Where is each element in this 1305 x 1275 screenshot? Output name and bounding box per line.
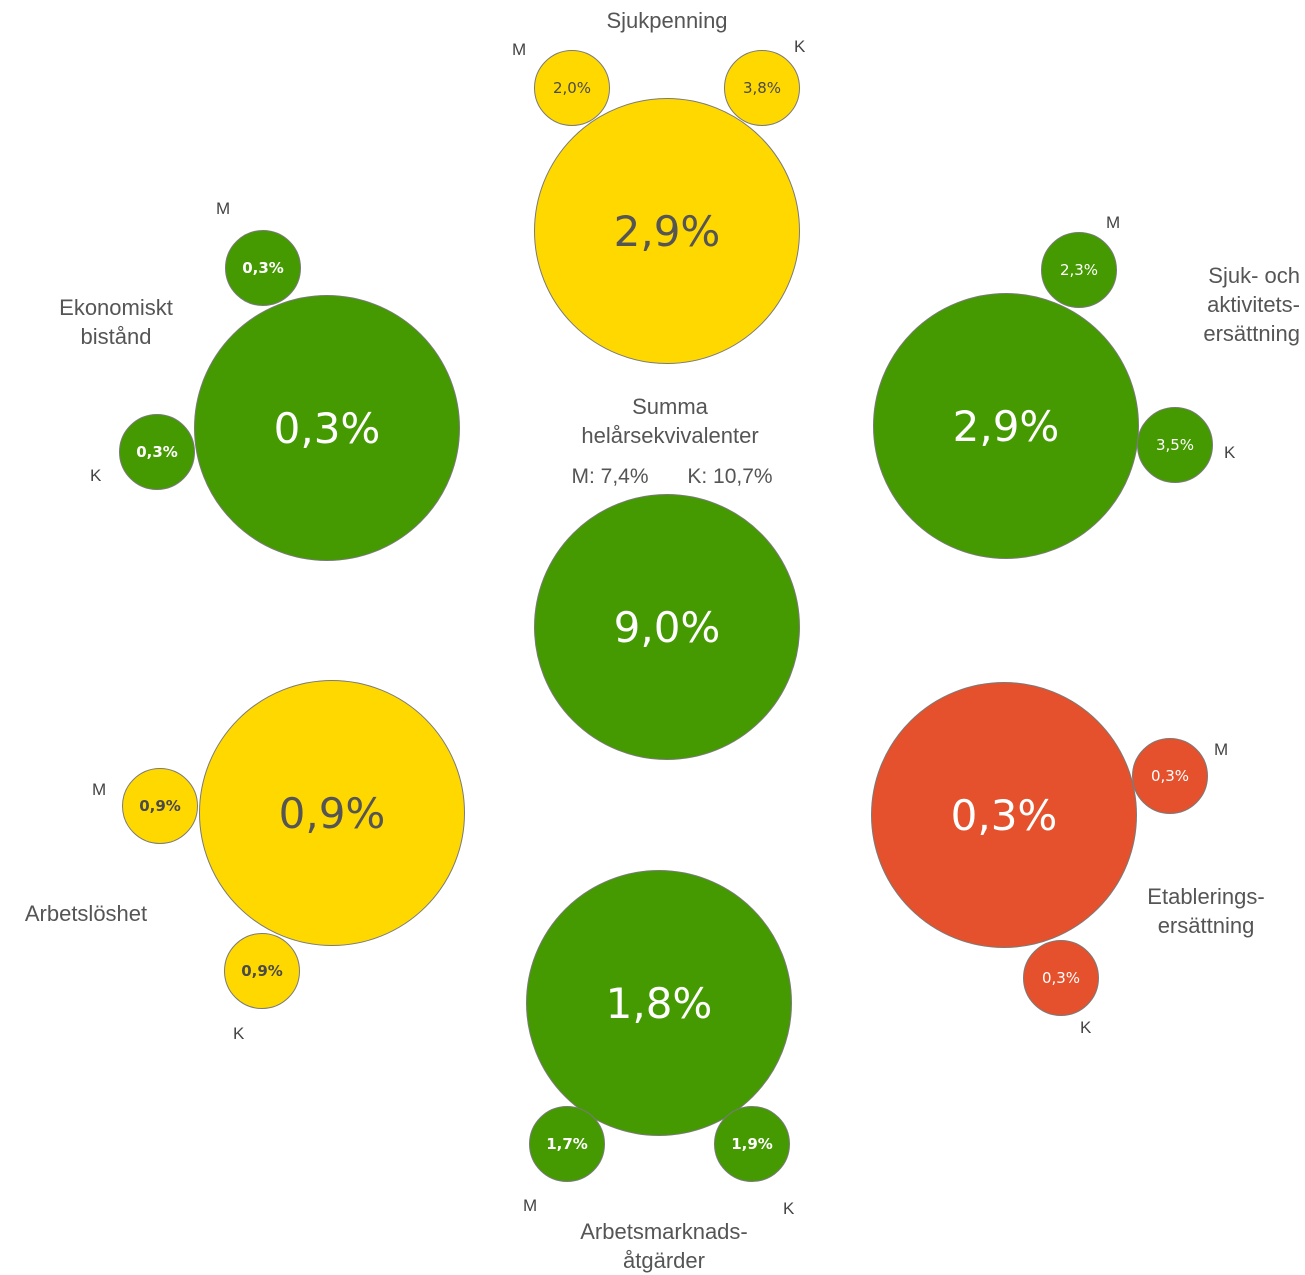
ekonomiskt-bistand-label: Ekonomiskt bistånd xyxy=(36,293,196,351)
sjukpenning-total-circle: 2,9% xyxy=(534,98,800,364)
arbetsmarknadsatgarder-total-circle: 1,8% xyxy=(526,870,792,1136)
ekonomiskt-bistand-k-value: 0,3% xyxy=(136,443,178,461)
arbetsmarknadsatgarder-m-circle: 1,7% xyxy=(529,1106,605,1182)
ekonomiskt-bistand-label-line1: Ekonomiskt xyxy=(59,295,173,320)
sjukpenning-k-marker: K xyxy=(794,37,806,56)
sjuk-och-aktivitetsersattning-label-line1: Sjuk- och xyxy=(1208,263,1300,288)
etableringsersattning-m-circle: 0,3% xyxy=(1132,738,1208,814)
etableringsersattning-total-value: 0,3% xyxy=(950,790,1058,840)
ekonomiskt-bistand-m-marker: M xyxy=(216,199,231,218)
sjuk-och-aktivitetsersattning-k-value: 3,5% xyxy=(1155,436,1195,454)
etableringsersattning-label-line2: ersättning xyxy=(1157,913,1255,938)
ekonomiskt-bistand-m-value: 0,3% xyxy=(242,259,284,277)
sjuk-och-aktivitetsersattning-k-circle: 3,5% xyxy=(1137,407,1213,483)
ekonomiskt-bistand-total-circle: 0,3% xyxy=(194,295,460,561)
etableringsersattning-k-circle: 0,3% xyxy=(1023,940,1099,1016)
arbetsmarknadsatgarder-label-line2: åtgärder xyxy=(623,1248,705,1273)
arbetsloshet-total-circle: 0,9% xyxy=(199,680,465,946)
etableringsersattning-label: Etablerings- ersättning xyxy=(1126,882,1286,940)
arbetsloshet-m-value: 0,9% xyxy=(139,797,181,815)
arbetsmarknadsatgarder-m-marker: M xyxy=(523,1196,538,1215)
arbetsmarknadsatgarder-k-marker: K xyxy=(783,1199,795,1218)
sjukpenning-label-line1: Sjukpenning xyxy=(606,8,728,33)
center-title-line1: Summa xyxy=(632,394,708,419)
center-m-value: M: 7,4% xyxy=(571,465,649,488)
etableringsersattning-m-value: 0,3% xyxy=(1150,767,1190,785)
arbetsloshet-k-circle: 0,9% xyxy=(224,933,300,1009)
etableringsersattning-total-circle: 0,3% xyxy=(871,682,1137,948)
center-title: Summa helårsekvivalenter xyxy=(560,392,780,450)
ekonomiskt-bistand-total-value: 0,3% xyxy=(273,403,381,453)
sjuk-och-aktivitetsersattning-label: Sjuk- och aktivitets- ersättning xyxy=(1160,261,1300,348)
arbetsloshet-label-line1: Arbetslöshet xyxy=(24,901,148,926)
etableringsersattning-k-marker: K xyxy=(1080,1018,1092,1037)
arbetsmarknadsatgarder-m-value: 1,7% xyxy=(546,1135,588,1153)
sjuk-och-aktivitetsersattning-label-line3: ersättning xyxy=(1203,321,1300,346)
etableringsersattning-label-line1: Etablerings- xyxy=(1147,884,1265,909)
sjukpenning-k-value: 3,8% xyxy=(742,79,782,97)
center-title-line2: helårsekvivalenter xyxy=(581,423,759,448)
center-total-circle: 9,0% xyxy=(534,494,800,760)
sjukpenning-label: Sjukpenning xyxy=(567,6,767,35)
arbetsloshet-total-value: 0,9% xyxy=(278,788,386,838)
sjukpenning-k-circle: 3,8% xyxy=(724,50,800,126)
arbetsmarknadsatgarder-k-value: 1,9% xyxy=(731,1135,773,1153)
etableringsersattning-k-value: 0,3% xyxy=(1041,969,1081,987)
arbetsloshet-m-circle: 0,9% xyxy=(122,768,198,844)
arbetsloshet-k-marker: K xyxy=(233,1024,245,1043)
ekonomiskt-bistand-m-circle: 0,3% xyxy=(225,230,301,306)
sjuk-och-aktivitetsersattning-m-value: 2,3% xyxy=(1059,261,1099,279)
center-total-value: 9,0% xyxy=(613,602,721,652)
ekonomiskt-bistand-k-circle: 0,3% xyxy=(119,414,195,490)
sjuk-och-aktivitetsersattning-m-marker: M xyxy=(1106,213,1121,232)
sjukpenning-total-value: 2,9% xyxy=(613,206,721,256)
sjukpenning-m-marker: M xyxy=(512,40,527,59)
center-k-value: K: 10,7% xyxy=(687,465,773,488)
sjukpenning-m-value: 2,0% xyxy=(552,79,592,97)
sjuk-och-aktivitetsersattning-k-marker: K xyxy=(1224,443,1236,462)
arbetsloshet-m-marker: M xyxy=(92,780,107,799)
arbetsloshet-label: Arbetslöshet xyxy=(6,899,166,928)
arbetsmarknadsatgarder-label: Arbetsmarknads- åtgärder xyxy=(554,1217,774,1275)
sjuk-och-aktivitetsersattning-total-value: 2,9% xyxy=(952,401,1060,451)
ekonomiskt-bistand-k-marker: K xyxy=(90,466,102,485)
etableringsersattning-m-marker: M xyxy=(1214,740,1229,759)
ekonomiskt-bistand-label-line2: bistånd xyxy=(80,324,152,349)
arbetsmarknadsatgarder-total-value: 1,8% xyxy=(605,978,713,1028)
arbetsmarknadsatgarder-k-circle: 1,9% xyxy=(714,1106,790,1182)
arbetsmarknadsatgarder-label-line1: Arbetsmarknads- xyxy=(580,1219,748,1244)
sjuk-och-aktivitetsersattning-total-circle: 2,9% xyxy=(873,293,1139,559)
sjukpenning-m-circle: 2,0% xyxy=(534,50,610,126)
sjuk-och-aktivitetsersattning-m-circle: 2,3% xyxy=(1041,232,1117,308)
arbetsloshet-k-value: 0,9% xyxy=(241,962,283,980)
sjuk-och-aktivitetsersattning-label-line2: aktivitets- xyxy=(1207,292,1300,317)
